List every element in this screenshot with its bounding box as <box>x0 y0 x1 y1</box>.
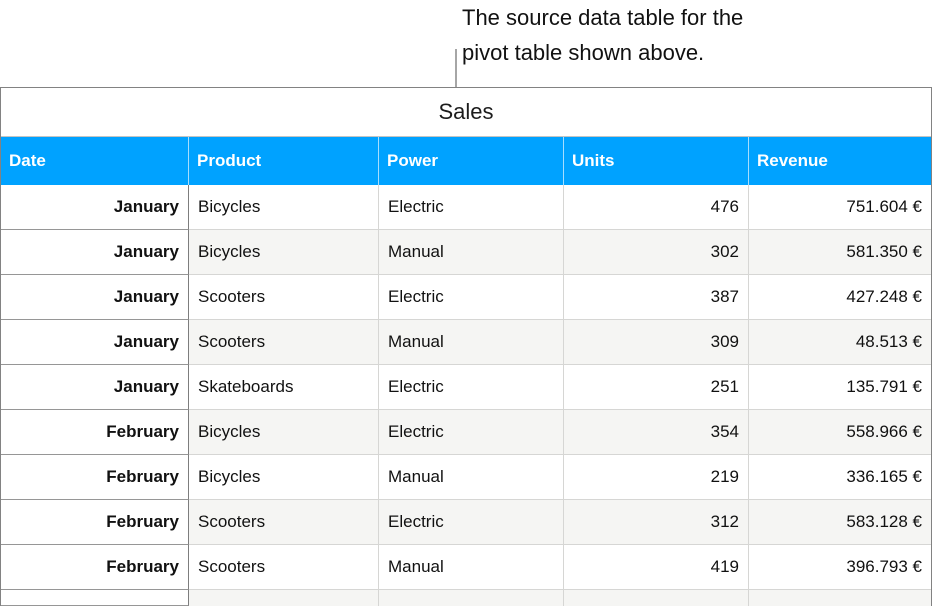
cell-date[interactable]: February <box>1 500 189 545</box>
cell-power[interactable]: Electric <box>379 410 564 455</box>
cell-date[interactable]: January <box>1 275 189 320</box>
cell-revenue[interactable]: 751.604 € <box>749 185 931 230</box>
cell-units[interactable]: 302 <box>564 230 749 275</box>
cell-product[interactable]: Bicycles <box>189 410 379 455</box>
cell-revenue[interactable]: 48.513 € <box>749 320 931 365</box>
cell-revenue[interactable]: 583.128 € <box>749 500 931 545</box>
table-row: January Bicycles Electric 476 751.604 € <box>1 185 931 230</box>
caption-connector-line <box>455 49 457 88</box>
cell-product[interactable] <box>189 590 379 606</box>
cell-power[interactable]: Manual <box>379 545 564 590</box>
partial-row <box>1 590 931 606</box>
table-row: February Scooters Manual 419 396.793 € <box>1 545 931 590</box>
annotation-caption-line1: The source data table for the <box>462 5 744 30</box>
cell-product[interactable]: Scooters <box>189 275 379 320</box>
header-cell-revenue[interactable]: Revenue <box>757 151 828 170</box>
cell-date[interactable]: January <box>1 185 189 230</box>
table-header-row: Date Product Power Units Revenue <box>1 137 931 185</box>
header-cell-date[interactable]: Date <box>1 137 189 185</box>
header-cell-product[interactable]: Product <box>189 137 379 185</box>
table-title[interactable]: Sales <box>1 88 931 137</box>
cell-date[interactable]: February <box>1 410 189 455</box>
cell-revenue[interactable]: 427.248 € <box>749 275 931 320</box>
table-body: January Bicycles Electric 476 751.604 € … <box>1 185 931 590</box>
cell-product[interactable]: Scooters <box>189 320 379 365</box>
cell-revenue[interactable]: 336.165 € <box>749 455 931 500</box>
cell-date[interactable] <box>1 590 189 606</box>
cell-product[interactable]: Bicycles <box>189 455 379 500</box>
cell-revenue[interactable]: 396.793 € <box>749 545 931 590</box>
header-cell-power[interactable]: Power <box>379 137 564 185</box>
cell-product[interactable]: Scooters <box>189 545 379 590</box>
table-row: January Skateboards Electric 251 135.791… <box>1 365 931 410</box>
cell-units[interactable] <box>564 590 749 606</box>
table-row: January Scooters Electric 387 427.248 € <box>1 275 931 320</box>
cell-power[interactable] <box>379 590 564 606</box>
cell-revenue[interactable]: 581.350 € <box>749 230 931 275</box>
table-row: February Bicycles Electric 354 558.966 € <box>1 410 931 455</box>
cell-product[interactable]: Scooters <box>189 500 379 545</box>
cell-date[interactable]: January <box>1 230 189 275</box>
table-row: January Bicycles Manual 302 581.350 € <box>1 230 931 275</box>
cell-units[interactable]: 387 <box>564 275 749 320</box>
cell-units[interactable]: 476 <box>564 185 749 230</box>
cell-date[interactable]: January <box>1 365 189 410</box>
cell-product[interactable]: Skateboards <box>189 365 379 410</box>
table-row: February Bicycles Manual 219 336.165 € <box>1 455 931 500</box>
header-cell-units[interactable]: Units <box>564 137 749 185</box>
cell-product[interactable]: Bicycles <box>189 185 379 230</box>
cell-date[interactable]: February <box>1 545 189 590</box>
cell-power[interactable]: Electric <box>379 185 564 230</box>
cell-units[interactable]: 251 <box>564 365 749 410</box>
annotation-caption-line2: pivot table shown above. <box>462 40 705 65</box>
cell-units[interactable]: 419 <box>564 545 749 590</box>
cell-revenue[interactable] <box>749 590 931 606</box>
cell-date[interactable]: January <box>1 320 189 365</box>
cell-revenue[interactable]: 558.966 € <box>749 410 931 455</box>
cell-power[interactable]: Manual <box>379 320 564 365</box>
cell-power[interactable]: Electric <box>379 500 564 545</box>
cell-product[interactable]: Bicycles <box>189 230 379 275</box>
cell-power[interactable]: Manual <box>379 230 564 275</box>
cell-power[interactable]: Manual <box>379 455 564 500</box>
annotation-caption: The source data table for the pivot tabl… <box>462 0 743 70</box>
table-row: January Scooters Manual 309 48.513 € <box>1 320 931 365</box>
cell-date[interactable]: February <box>1 455 189 500</box>
cell-units[interactable]: 219 <box>564 455 749 500</box>
table-row: February Scooters Electric 312 583.128 € <box>1 500 931 545</box>
cell-units[interactable]: 312 <box>564 500 749 545</box>
cell-power[interactable]: Electric <box>379 365 564 410</box>
cell-power[interactable]: Electric <box>379 275 564 320</box>
source-data-table: Sales Date Product Power Units Revenue J… <box>0 87 932 606</box>
cell-units[interactable]: 354 <box>564 410 749 455</box>
cell-revenue[interactable]: 135.791 € <box>749 365 931 410</box>
cell-units[interactable]: 309 <box>564 320 749 365</box>
